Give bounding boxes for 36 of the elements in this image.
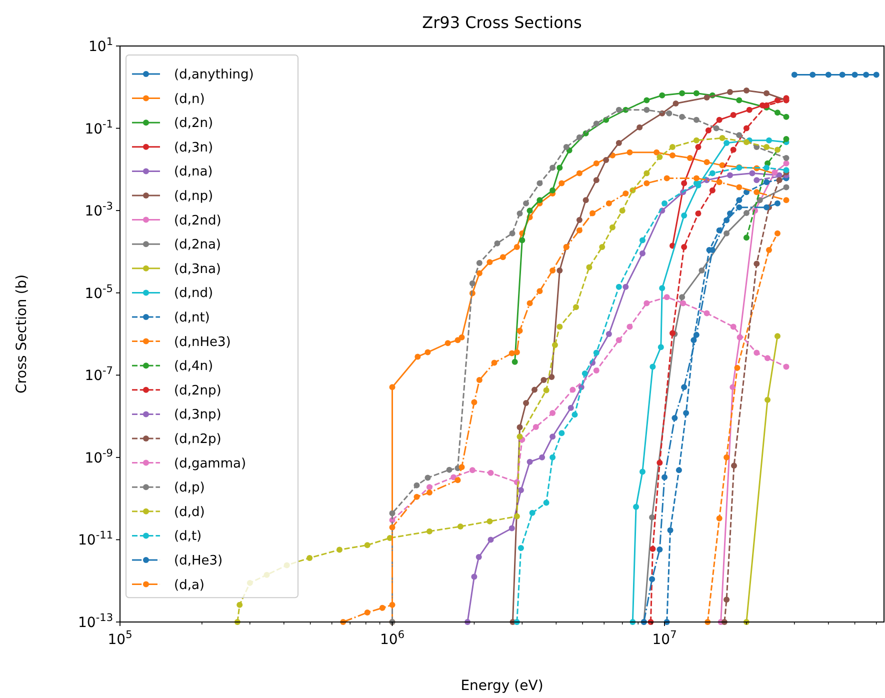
legend-label: (d,np): [174, 189, 214, 204]
legend-label: (d,gamma): [174, 456, 246, 472]
legend-label: (d,anything): [174, 68, 254, 82]
y-tick-label: 10$^{-13}$: [78, 612, 113, 631]
y-tick-label: 10$^{1}$: [88, 36, 113, 55]
legend-label: (d,t): [174, 529, 202, 544]
y-tick-label: 10$^{-3}$: [84, 200, 113, 220]
y-axis-title: Cross Section (b): [14, 274, 30, 394]
y-tick-label: 10$^{-1}$: [84, 118, 113, 138]
y-tick-label: 10$^{-11}$: [78, 530, 113, 549]
legend-label: (d,nHe3): [174, 334, 231, 350]
legend-label: (d,3na): [174, 262, 222, 277]
legend-label: (d,2n): [174, 116, 214, 132]
x-tick-label: 10$^{5}$: [108, 629, 132, 648]
x-axis-title: Energy (eV): [460, 678, 544, 694]
legend-label: (d,n2p): [174, 432, 222, 447]
legend-label: (d,3n): [174, 140, 214, 156]
legend-label: (d,2nd): [174, 213, 222, 228]
y-tick-label: 10$^{-7}$: [84, 365, 113, 384]
legend-label: (d,4n): [174, 359, 214, 374]
legend-label: (d,3np): [174, 408, 222, 423]
legend-label: (d,nt): [174, 310, 210, 326]
legend-label: (d,p): [174, 480, 205, 496]
x-tick-label: 10$^{7}$: [652, 629, 677, 648]
legend-label: (d,a): [174, 578, 204, 593]
legend-label: (d,He3): [174, 554, 223, 568]
x-tick-label: 10$^{6}$: [380, 629, 405, 648]
legend-label: (d,na): [174, 164, 213, 180]
chart-title: Zr93 Cross Sections: [422, 13, 582, 32]
legend-label: (d,2np): [174, 383, 222, 398]
y-tick-label: 10$^{-9}$: [84, 447, 113, 466]
y-tick-label: 10$^{-5}$: [84, 282, 113, 302]
legend-label: (d,2na): [174, 238, 222, 253]
legend-label: (d,d): [174, 504, 205, 520]
legend-label: (d,nd): [174, 286, 214, 302]
legend-label: (d,n): [174, 92, 205, 107]
